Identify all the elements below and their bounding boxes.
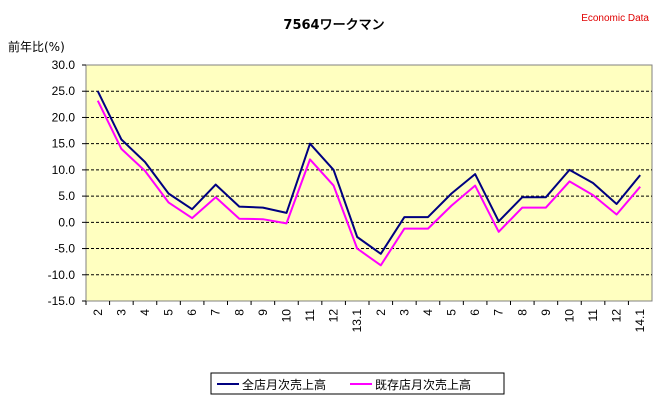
legend-label-all-stores: 全店月次売上高 bbox=[242, 377, 326, 392]
y-tick-label: 20.0 bbox=[52, 110, 76, 124]
y-axis-ticks: 30.0 25.0 20.0 15.0 10.0 5.0 0.0 -5.0 -10.0 -15.0 bbox=[48, 58, 86, 308]
x-tick-label: 8 bbox=[232, 309, 246, 316]
x-tick-label: 2 bbox=[91, 309, 105, 316]
series-line-1 bbox=[96, 100, 641, 267]
x-tick-label: 6 bbox=[185, 309, 199, 316]
x-tick-label: 7 bbox=[492, 309, 506, 316]
x-tick-label: 11 bbox=[586, 309, 600, 322]
chart-title: 7564ワークマン bbox=[283, 18, 384, 33]
x-tick-label: 10 bbox=[279, 309, 293, 323]
x-tick-label: 6 bbox=[468, 309, 482, 316]
x-tick-label: 9 bbox=[539, 309, 553, 316]
x-tick-label: 4 bbox=[138, 309, 152, 316]
x-tick-label: 5 bbox=[445, 309, 459, 316]
y-tick-label: 30.0 bbox=[52, 58, 76, 72]
y-tick-label: 25.0 bbox=[52, 84, 76, 98]
x-tick-label: 2 bbox=[374, 309, 388, 316]
x-tick-label: 13.1 bbox=[350, 309, 364, 333]
y-tick-label: -5.0 bbox=[54, 242, 75, 256]
y-tick-label: -15.0 bbox=[48, 294, 76, 308]
x-tick-label: 14.1 bbox=[633, 309, 647, 333]
legend: 全店月次売上高 既存店月次売上高 bbox=[210, 372, 505, 395]
series-lines bbox=[96, 90, 641, 267]
x-tick-label: 12 bbox=[327, 309, 341, 323]
x-tick-label: 7 bbox=[209, 309, 223, 316]
x-tick-label: 3 bbox=[397, 309, 411, 316]
y-tick-label: 10.0 bbox=[52, 163, 76, 177]
y-tick-label: 5.0 bbox=[58, 189, 75, 203]
x-tick-label: 11 bbox=[303, 309, 317, 322]
x-tick-label: 3 bbox=[114, 309, 128, 316]
x-tick-label: 5 bbox=[162, 309, 176, 316]
x-tick-label: 12 bbox=[610, 309, 624, 323]
series-line-0 bbox=[96, 90, 641, 255]
y-tick-label: 0.0 bbox=[58, 215, 75, 229]
x-axis-ticks: 2 3 4 5 6 7 8 9 10 11 12 13.1 2 3 4 5 6 7 8 9 10 11 12 14.1 bbox=[85, 301, 647, 333]
y-tick-label: -10.0 bbox=[48, 268, 76, 282]
x-tick-label: 10 bbox=[562, 309, 576, 323]
x-tick-label: 8 bbox=[515, 309, 529, 316]
legend-label-existing-stores: 既存店月次売上高 bbox=[375, 377, 471, 392]
y-axis-label: 前年比(%) bbox=[8, 39, 65, 54]
x-tick-label: 9 bbox=[256, 309, 270, 316]
gridlines bbox=[86, 90, 652, 276]
brand-label: Economic Data bbox=[581, 13, 649, 24]
y-tick-label: 15.0 bbox=[52, 137, 76, 151]
x-tick-label: 4 bbox=[421, 309, 435, 316]
